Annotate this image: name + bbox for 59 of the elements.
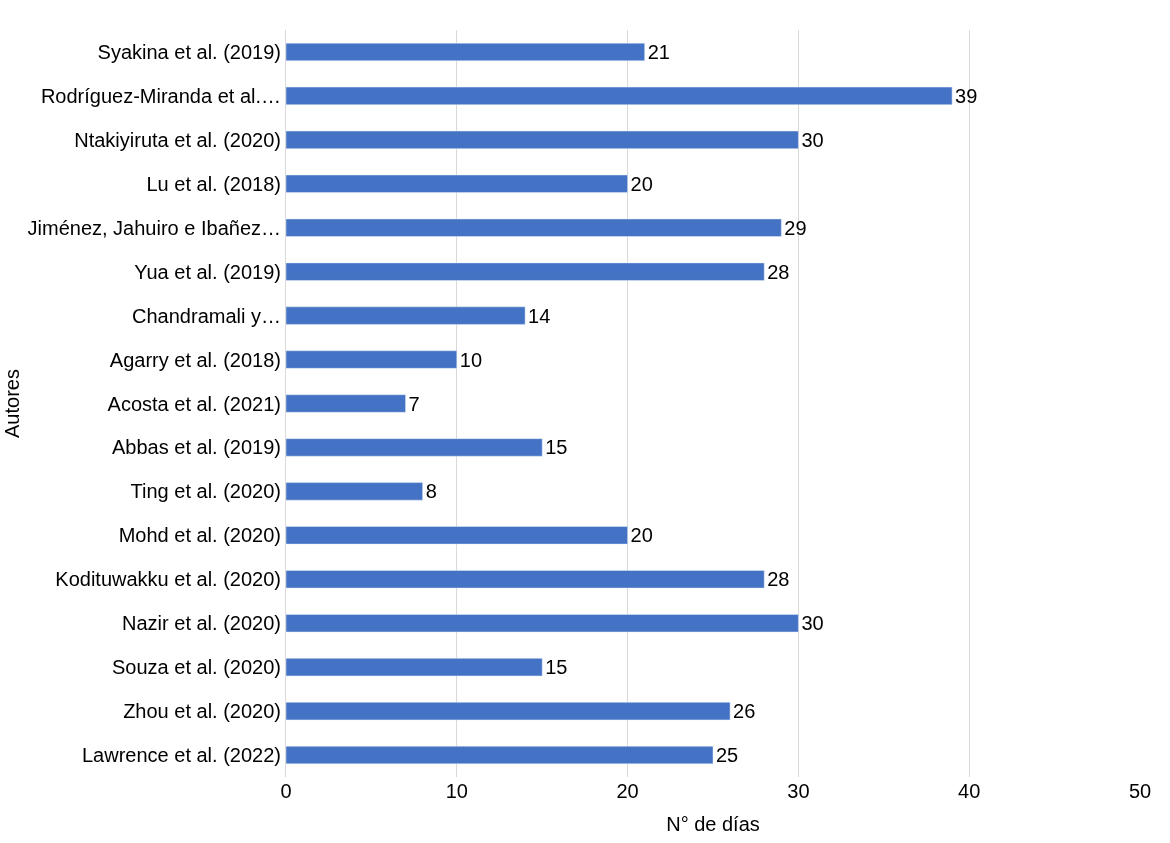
bar (286, 42, 645, 62)
data-label: 30 (801, 128, 824, 151)
data-label: 8 (425, 480, 437, 503)
data-label: 7 (408, 392, 420, 415)
bar (286, 614, 799, 633)
y-tick-label: Mohd et al. (2020) (118, 524, 281, 547)
y-tick-label: Rodríguez-Miranda et al.… (40, 84, 281, 107)
y-tick-label: Acosta et al. (2021) (107, 392, 281, 415)
data-label: 14 (528, 304, 551, 327)
bar (286, 394, 406, 413)
y-tick-label: Syakina et al. (2019) (97, 40, 281, 63)
data-label: 15 (545, 656, 568, 679)
data-label: 28 (767, 568, 790, 591)
y-tick-label: Yua et al. (2019) (134, 260, 281, 283)
bar (286, 218, 782, 237)
bar (286, 174, 628, 193)
bar (286, 350, 458, 369)
y-tick-label: Chandramali y… (132, 304, 281, 327)
bar (286, 438, 543, 457)
data-label: 20 (630, 172, 653, 195)
bar (286, 130, 799, 149)
y-tick-label: Abbas et al. (2019) (112, 436, 281, 459)
y-tick-label: Souza et al. (2020) (112, 656, 281, 679)
bar (286, 570, 765, 589)
y-axis-title: Autores (1, 369, 24, 438)
y-tick-label: Kodituwakku et al. (2020) (55, 568, 281, 591)
y-tick-label: Jiménez, Jahuiro e Ibañez… (27, 216, 281, 239)
y-tick-label: Lu et al. (2018) (146, 172, 281, 195)
data-label: 20 (630, 524, 653, 547)
x-tick-label: 30 (787, 780, 810, 802)
bar (286, 658, 543, 677)
data-label: 26 (733, 700, 756, 723)
bar (286, 86, 953, 105)
x-tick-label: 20 (616, 780, 639, 802)
x-tick-label: 40 (958, 780, 981, 802)
bar (286, 745, 714, 765)
y-tick-label: Zhou et al. (2020) (123, 700, 281, 723)
y-tick-label: Nazir et al. (2020) (122, 612, 281, 635)
x-axis-title: N° de días (666, 812, 760, 835)
y-tick-label: Lawrence et al. (2022) (81, 744, 281, 767)
y-tick-label: Agarry et al. (2018) (109, 348, 281, 371)
data-label: 10 (459, 348, 483, 371)
bar (286, 526, 628, 545)
data-label: 30 (801, 612, 824, 635)
x-tick-label: 10 (445, 780, 468, 802)
x-tick-label: 50 (1128, 780, 1152, 802)
data-label: 15 (545, 436, 568, 459)
bar (286, 482, 423, 501)
data-label: 21 (647, 40, 670, 63)
bar (286, 702, 731, 721)
data-label: 25 (716, 744, 739, 767)
y-tick-label: Ntakiyiruta et al. (2020) (74, 128, 281, 151)
bar (286, 306, 526, 325)
data-label: 28 (767, 260, 790, 283)
x-tick-label: 0 (280, 780, 292, 802)
data-label: 29 (784, 216, 807, 239)
data-label: 39 (955, 84, 978, 107)
bar (286, 262, 765, 281)
y-tick-label: Ting et al. (2020) (130, 480, 281, 503)
